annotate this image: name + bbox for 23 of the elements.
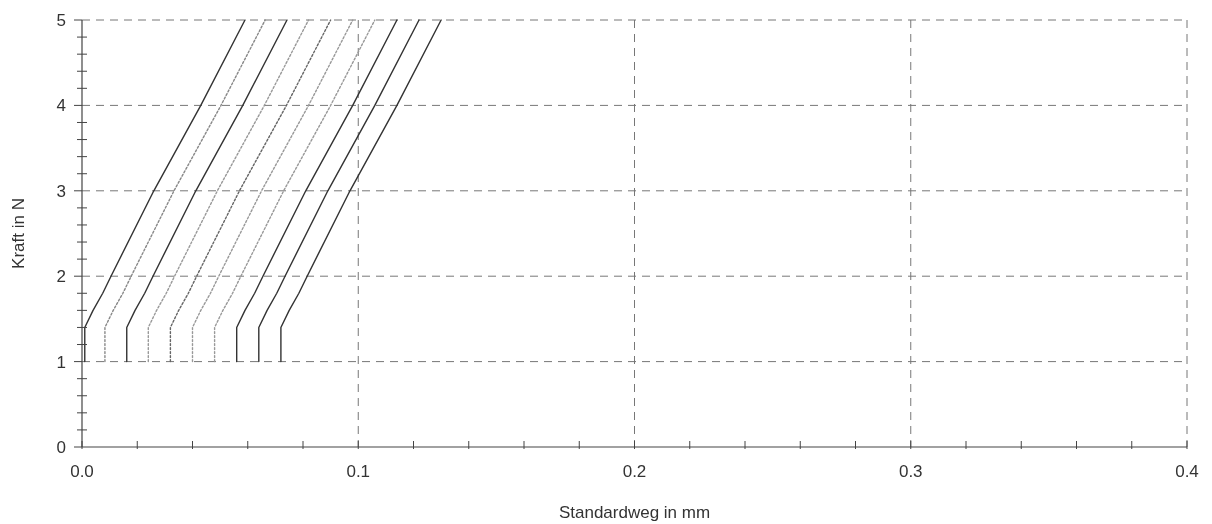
line-series: [191, 19, 354, 363]
y-tick-label: 0: [56, 438, 66, 457]
x-tick-label: 0.0: [70, 462, 94, 481]
y-tick-label: 4: [56, 96, 66, 116]
line-series: [104, 19, 266, 363]
y-axis-title: Kraft in N: [9, 198, 28, 269]
x-tick-label: 0.4: [1175, 462, 1199, 481]
line-series: [84, 19, 246, 363]
line-series: [258, 19, 420, 363]
y-tick-label: 3: [56, 181, 66, 201]
x-tick-label: 0.2: [622, 462, 647, 481]
y-tick-label: 5: [56, 11, 66, 30]
x-axis-title: Standardweg in mm: [558, 503, 711, 522]
x-tick-label: 0.1: [346, 462, 371, 481]
line-series: [280, 19, 442, 363]
x-tick-label: 0.3: [898, 462, 923, 481]
line-series: [236, 19, 398, 363]
line-series: [169, 19, 332, 363]
y-tick-label: 1: [56, 352, 66, 372]
line-series: [126, 19, 288, 363]
y-tick-label: 2: [56, 267, 66, 287]
line-series: [213, 19, 376, 363]
line-series: [147, 19, 310, 363]
